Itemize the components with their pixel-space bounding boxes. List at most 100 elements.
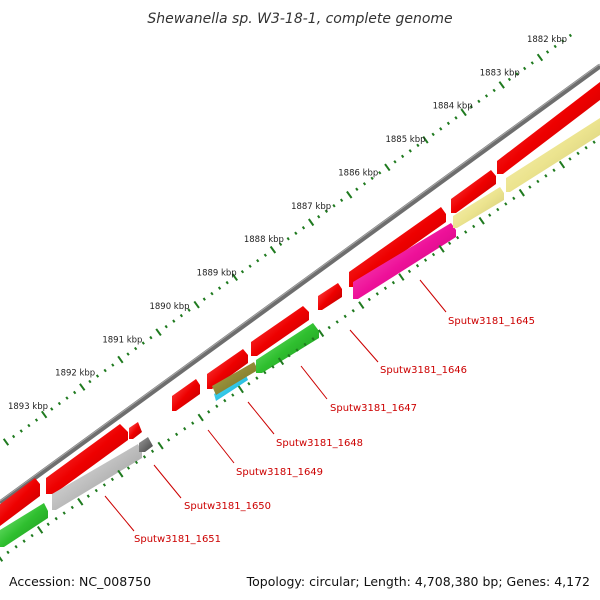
cds-reverse-yellow-2[interactable] xyxy=(506,118,600,192)
outer-tick-65 xyxy=(498,81,505,89)
outer-tick-46 xyxy=(355,187,359,191)
cds-reverse-gray[interactable] xyxy=(52,444,142,510)
inner-tick-11 xyxy=(86,494,90,498)
inner-tick-7 xyxy=(54,516,58,521)
inner-tick-0 xyxy=(0,556,4,562)
inner-tick-55 xyxy=(438,245,445,253)
inner-tick-62 xyxy=(496,207,500,212)
inner-tick-53 xyxy=(423,258,428,262)
inner-tick-2 xyxy=(14,545,18,549)
cds-reverse-yellow-1[interactable] xyxy=(453,187,504,228)
cds-forward-7[interactable] xyxy=(318,283,342,310)
outer-tick-27 xyxy=(210,291,214,296)
inner-tick-48 xyxy=(383,286,388,290)
cds-forward-3[interactable] xyxy=(129,422,142,439)
inner-tick-13 xyxy=(102,483,107,487)
outer-tick-5 xyxy=(40,410,48,419)
outer-tick-33 xyxy=(256,259,260,263)
inner-tick-73 xyxy=(584,146,588,150)
cds-forward-5[interactable] xyxy=(207,349,248,389)
outer-tick-45 xyxy=(346,190,353,199)
gene-label-1651[interactable]: Sputw3181_1651 xyxy=(134,534,221,545)
inner-tick-61 xyxy=(488,213,492,217)
kbp-label: 1892 kbp xyxy=(55,369,95,379)
gene-label-1646[interactable]: Sputw3181_1646 xyxy=(380,365,467,376)
cds-reverse-olive[interactable] xyxy=(212,362,258,395)
inner-tick-43 xyxy=(343,314,347,319)
inner-tick-33 xyxy=(263,370,267,375)
kbp-label-group: 1882 kbp 1883 kbp 1884 kbp 1885 kbp 1886 kbp… xyxy=(8,35,567,412)
outer-tick-67 xyxy=(515,72,519,76)
inner-tick-68 xyxy=(544,174,548,178)
leader-1646 xyxy=(349,329,379,363)
cds-reverse-dark[interactable] xyxy=(139,437,153,452)
outer-tick-64 xyxy=(492,88,496,93)
inner-tick-15 xyxy=(117,469,124,478)
inner-tick-56 xyxy=(447,241,452,245)
kbp-label: 1886 kbp xyxy=(338,169,378,179)
gene-label-1650[interactable]: Sputw3181_1650 xyxy=(184,501,271,512)
inner-tick-20 xyxy=(157,441,164,450)
outer-tick-41 xyxy=(317,215,321,219)
outer-tick-14 xyxy=(111,363,115,367)
cds-reverse-green-1[interactable] xyxy=(0,503,48,547)
inner-tick-28 xyxy=(223,398,227,403)
outer-tick-10 xyxy=(79,383,86,391)
kbp-label: 1890 kbp xyxy=(149,302,189,312)
kbp-label: 1882 kbp xyxy=(527,35,567,45)
outer-tick-60 xyxy=(460,108,467,117)
gene-label-1648[interactable]: Sputw3181_1648 xyxy=(276,438,363,449)
outer-tick-1 xyxy=(11,434,16,439)
cds-forward-8[interactable] xyxy=(349,207,446,287)
outer-tick-74 xyxy=(568,33,573,38)
kbp-label: 1883 kbp xyxy=(480,68,520,78)
cds-forward-6[interactable] xyxy=(251,306,309,356)
inner-tick-58 xyxy=(463,230,468,234)
leader-1647 xyxy=(300,365,328,400)
cds-forward-1[interactable] xyxy=(0,478,40,526)
cds-reverse-cyan[interactable] xyxy=(214,375,248,401)
inner-tick-49 xyxy=(391,280,396,285)
cds-forward-10[interactable] xyxy=(497,82,600,174)
inner-tick-72 xyxy=(576,151,580,156)
backbone xyxy=(0,63,600,506)
outer-tick-26 xyxy=(202,297,206,301)
outer-tick-35 xyxy=(269,245,277,254)
inner-tick-36 xyxy=(287,353,291,358)
outer-tick-49 xyxy=(378,171,382,175)
cds-forward-4[interactable] xyxy=(172,379,200,411)
inner-tick-22 xyxy=(174,432,179,437)
inner-tick-10 xyxy=(77,497,84,506)
gene-label-1647[interactable]: Sputw3181_1647 xyxy=(330,403,417,414)
outer-tick-0 xyxy=(2,438,10,446)
leader-1651 xyxy=(104,495,135,532)
inner-tick-51 xyxy=(407,269,412,274)
cds-forward-9[interactable] xyxy=(451,170,496,213)
inner-tick-34 xyxy=(271,365,275,369)
inner-tick-23 xyxy=(183,427,187,431)
inner-tick-39 xyxy=(311,337,315,341)
inner-tick-45 xyxy=(358,301,365,309)
inner-tick-18 xyxy=(142,455,147,459)
inner-tick-65 xyxy=(518,188,525,197)
outer-tick-40 xyxy=(307,218,315,227)
leader-1649 xyxy=(207,429,235,464)
outer-tick-13 xyxy=(103,368,107,373)
outer-tick-21 xyxy=(164,324,168,329)
cds-reverse-pink[interactable] xyxy=(353,223,456,299)
inner-tick-66 xyxy=(528,185,532,189)
gene-label-1645[interactable]: Sputw3181_1645 xyxy=(448,316,535,327)
inner-tick-67 xyxy=(536,179,540,184)
outer-tick-8 xyxy=(65,396,69,400)
topology-text: Topology: circular; Length: 4,708,380 bp… xyxy=(246,574,590,589)
outer-tick-68 xyxy=(522,66,527,71)
inner-tick-63 xyxy=(504,202,508,206)
outer-tick-53 xyxy=(408,149,412,153)
inner-tick-25 xyxy=(197,413,204,422)
cds-forward-2[interactable] xyxy=(46,424,128,494)
inner-tick-17 xyxy=(134,460,139,465)
cds-reverse-green-2[interactable] xyxy=(256,323,319,373)
outer-tick-69 xyxy=(530,61,534,65)
kbp-label: 1887 kbp xyxy=(291,202,331,212)
gene-label-1649[interactable]: Sputw3181_1649 xyxy=(236,467,323,478)
